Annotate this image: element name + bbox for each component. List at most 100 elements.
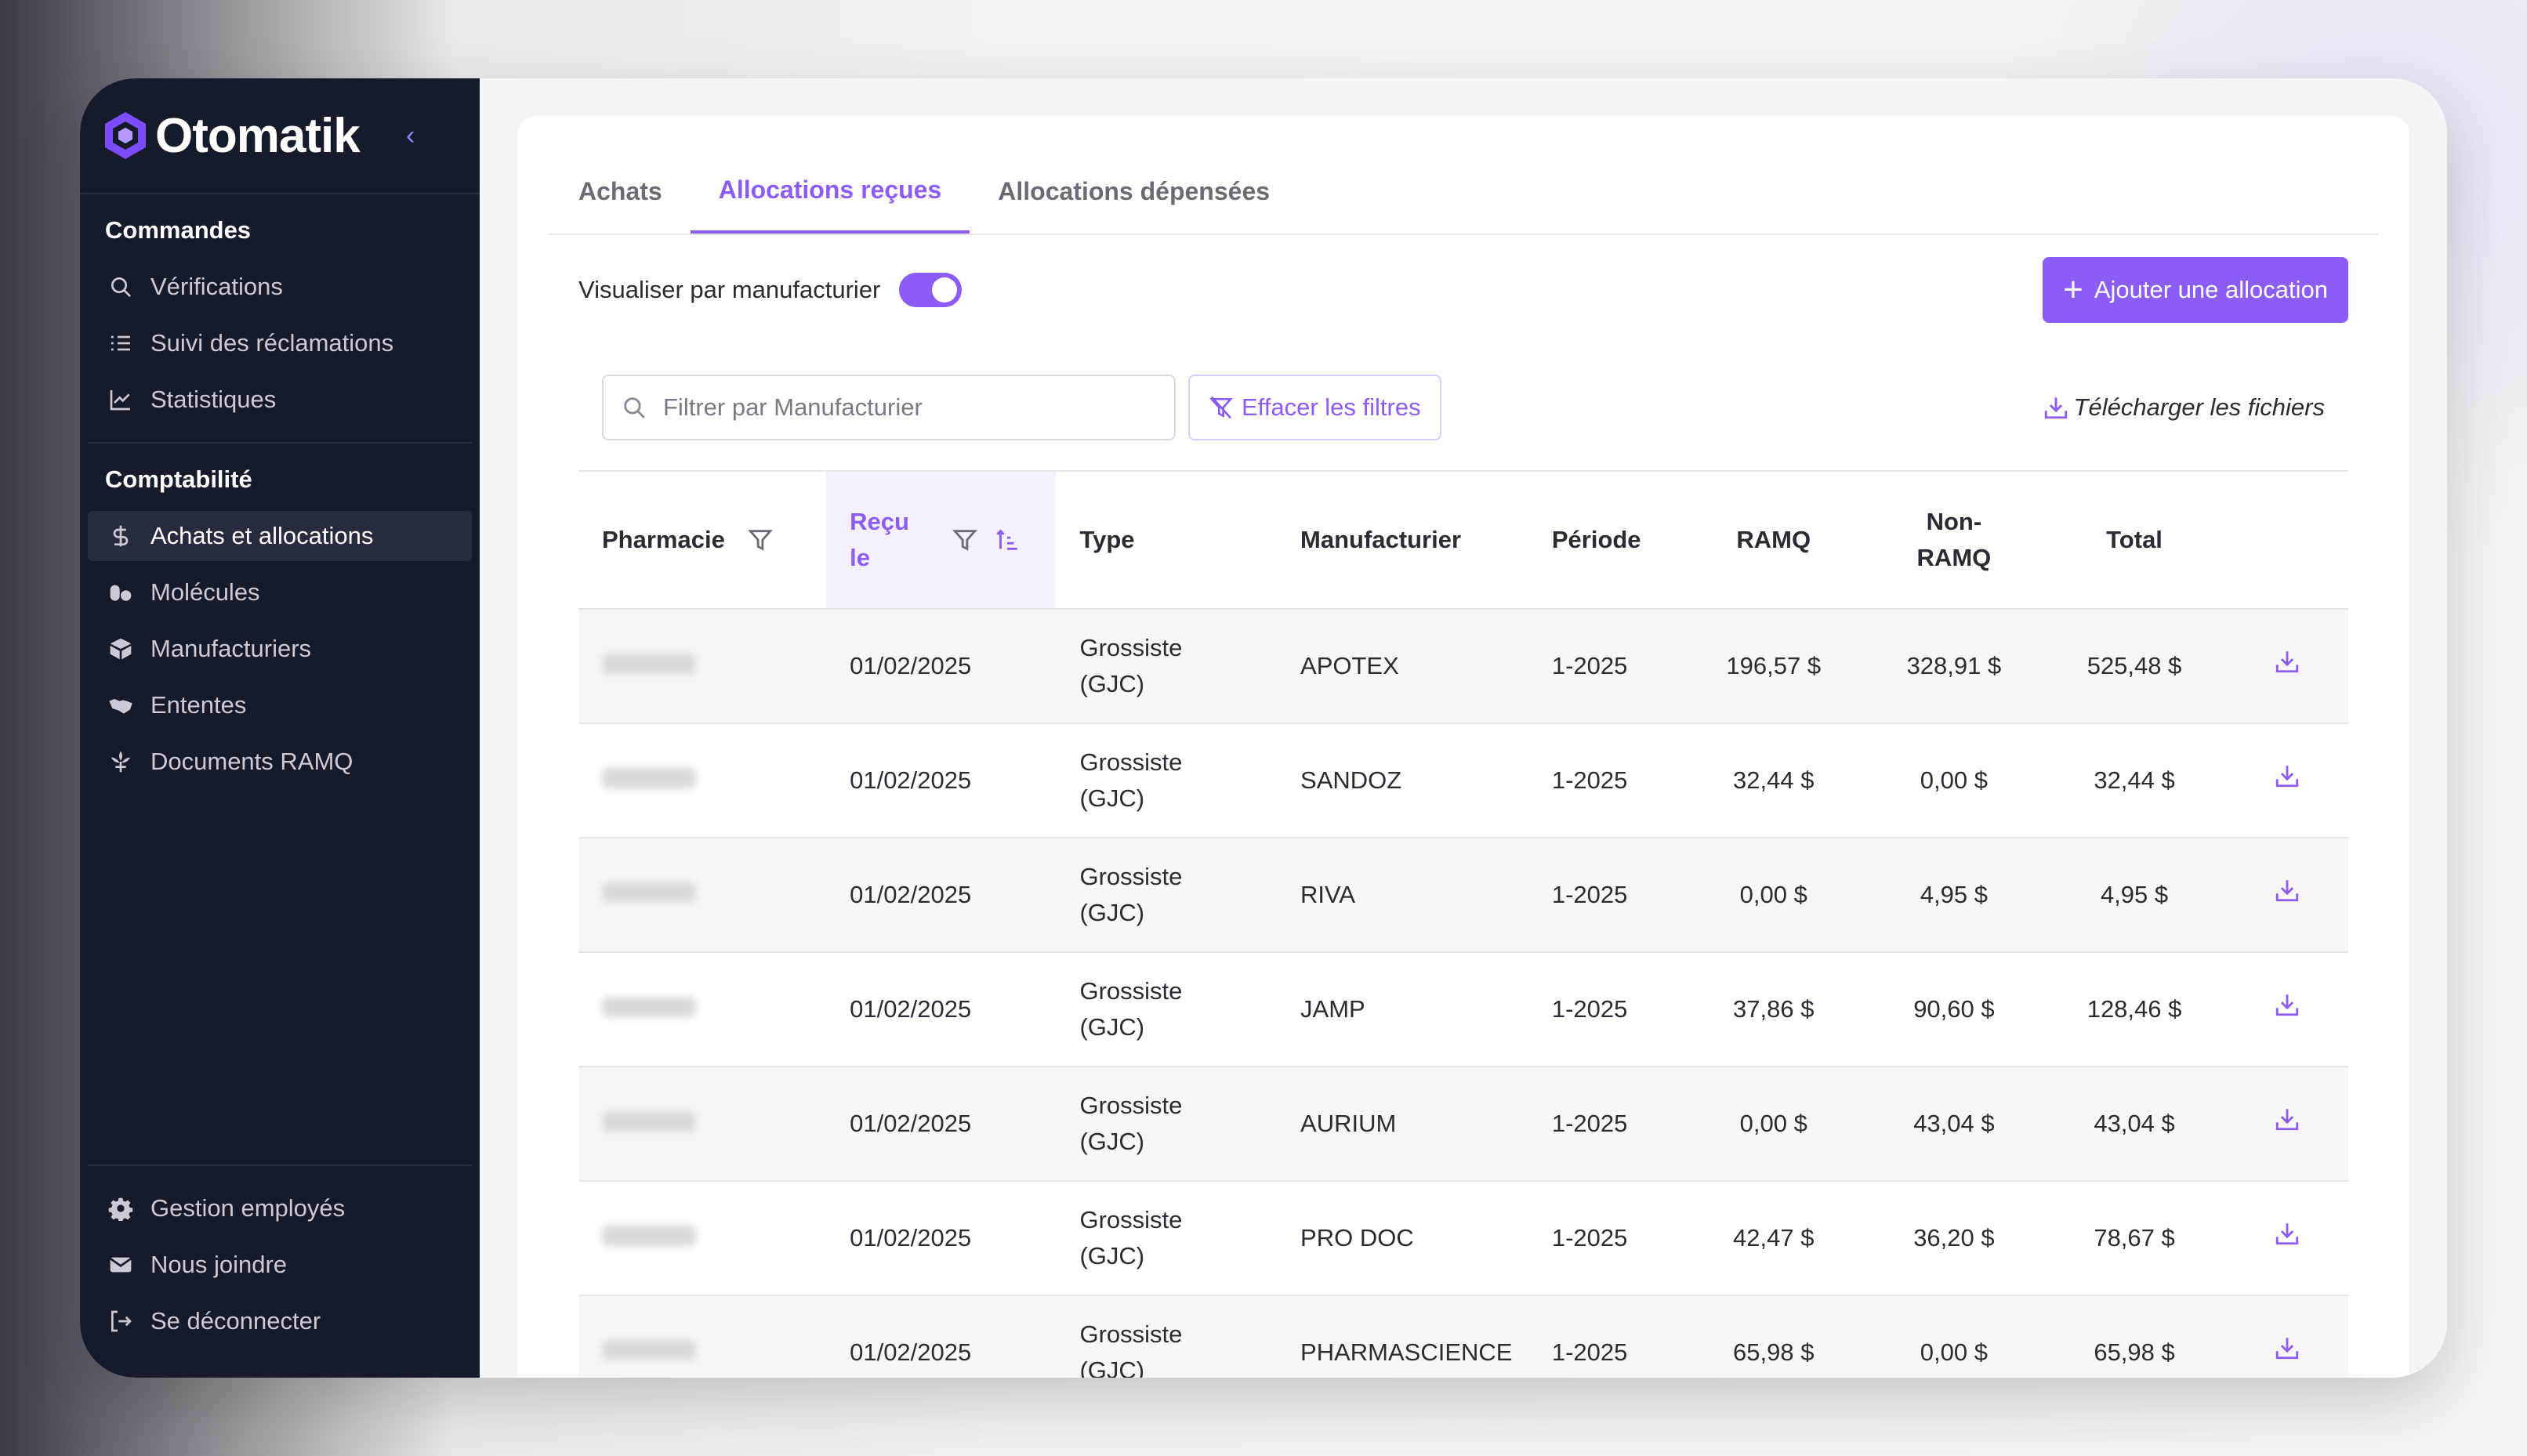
cell-manufacturier: AURIUM (1277, 1067, 1528, 1182)
table-row[interactable]: 01/02/2025 Grossiste (GJC) PRO DOC 1-2025 42… (578, 1181, 2348, 1296)
cell-actions (2225, 609, 2348, 724)
cell-pharmacie (578, 723, 827, 838)
redacted-pharmacy (602, 1340, 696, 1360)
brand-header: Otomatik ‹ (80, 78, 480, 194)
download-files-link[interactable]: Télécharger les fichiers (2043, 393, 2325, 422)
cell-recu-le: 01/02/2025 (826, 723, 1057, 838)
tab-achats[interactable]: Achats (578, 176, 662, 205)
cell-non-ramq: 328,91 $ (1864, 609, 2044, 724)
sort-ascending-icon[interactable] (994, 527, 1021, 553)
sidebar-item-label: Suivi des réclamations (150, 329, 394, 357)
cell-pharmacie (578, 952, 827, 1067)
table-row[interactable]: 01/02/2025 Grossiste (GJC) JAMP 1-2025 37,86… (578, 952, 2348, 1067)
cell-non-ramq: 0,00 $ (1864, 723, 2044, 838)
download-icon[interactable] (2274, 1337, 2300, 1367)
cell-actions (2225, 723, 2348, 838)
sidebar-item-statistiques[interactable]: Statistiques (88, 375, 472, 425)
cell-periode: 1-2025 (1528, 1067, 1683, 1182)
cell-periode: 1-2025 (1528, 1181, 1683, 1296)
download-icon[interactable] (2274, 1222, 2300, 1252)
cell-periode: 1-2025 (1528, 723, 1683, 838)
sidebar-item-label: Ententes (150, 691, 247, 719)
cell-total: 43,04 $ (2043, 1067, 2226, 1182)
cell-manufacturier: RIVA (1277, 838, 1528, 953)
cell-recu-le: 01/02/2025 (826, 838, 1057, 953)
cell-periode: 1-2025 (1528, 838, 1683, 953)
table-row[interactable]: 01/02/2025 Grossiste (GJC) APOTEX 1-2025 196… (578, 609, 2348, 724)
content-card: Achats Allocations reçues Allocations dé… (517, 116, 2409, 1378)
download-icon[interactable] (2274, 765, 2300, 795)
tab-allocations-depensees[interactable]: Allocations dépensées (998, 176, 1271, 205)
sidebar-item-nous-joindre[interactable]: Nous joindre (88, 1240, 472, 1290)
tab-bar: Achats Allocations reçues Allocations dé… (549, 116, 2378, 235)
cell-pharmacie (578, 609, 827, 724)
cell-periode: 1-2025 (1528, 952, 1683, 1067)
sidebar: Otomatik ‹ Commandes Vérifications Suivi… (80, 78, 480, 1378)
pills-icon (107, 578, 135, 607)
cell-periode: 1-2025 (1528, 1295, 1683, 1378)
download-icon[interactable] (2274, 1108, 2300, 1138)
section-title: Comptabilité (105, 465, 252, 493)
download-icon[interactable] (2274, 879, 2300, 909)
handshake-icon (107, 691, 135, 719)
tab-allocations-recues[interactable]: Allocations reçues (690, 149, 970, 234)
table-row[interactable]: 01/02/2025 Grossiste (GJC) SANDOZ 1-2025 32,… (578, 723, 2348, 838)
sidebar-item-deconnecter[interactable]: Se déconnecter (88, 1296, 472, 1346)
header-pharmacie: Pharmacie (578, 471, 827, 610)
brand-name: Otomatik (155, 108, 361, 163)
sidebar-section-commandes: Commandes Vérifications Suivi des réclam… (80, 194, 480, 431)
clear-filters-button[interactable]: Effacer les filtres (1188, 375, 1441, 440)
cell-total: 65,98 $ (2043, 1295, 2226, 1378)
sidebar-item-label: Achats et allocations (150, 522, 374, 549)
cell-recu-le: 01/02/2025 (826, 1295, 1057, 1378)
header-label: Pharmacie (602, 526, 725, 553)
cell-total: 525,48 $ (2043, 609, 2226, 724)
sidebar-item-label: Molécules (150, 578, 260, 606)
table-row[interactable]: 01/02/2025 Grossiste (GJC) PHARMASCIENCE 1-… (578, 1295, 2348, 1378)
sidebar-item-documents-ramq[interactable]: Documents RAMQ (88, 737, 472, 787)
cell-pharmacie (578, 838, 827, 953)
add-allocation-label: Ajouter une allocation (2094, 276, 2328, 303)
sidebar-item-ententes[interactable]: Ententes (88, 680, 472, 730)
table-row[interactable]: 01/02/2025 Grossiste (GJC) AURIUM 1-2025 0,0… (578, 1067, 2348, 1182)
add-allocation-button[interactable]: + Ajouter une allocation (2043, 257, 2348, 323)
cell-manufacturier: SANDOZ (1277, 723, 1528, 838)
cell-actions (2225, 1067, 2348, 1182)
table-body: 01/02/2025 Grossiste (GJC) APOTEX 1-2025 196… (578, 609, 2348, 1378)
search-field[interactable] (602, 375, 1176, 440)
cell-pharmacie (578, 1067, 827, 1182)
download-icon (2044, 397, 2067, 419)
sidebar-item-molecules[interactable]: Molécules (88, 567, 472, 618)
sidebar-item-verifications[interactable]: Vérifications (88, 262, 472, 312)
sidebar-item-gestion-employes[interactable]: Gestion employés (88, 1183, 472, 1233)
sidebar-item-manufacturiers[interactable]: Manufacturiers (88, 624, 472, 674)
download-files-label: Télécharger les fichiers (2073, 393, 2325, 421)
redacted-pharmacy (602, 768, 696, 788)
collapse-sidebar-button[interactable]: ‹ (406, 120, 415, 150)
header-periode: Période (1528, 471, 1683, 610)
sidebar-item-reclamations[interactable]: Suivi des réclamations (88, 318, 472, 368)
cell-actions (2225, 838, 2348, 953)
header-type: Type (1056, 471, 1278, 610)
download-icon[interactable] (2274, 650, 2300, 680)
allocations-table: Pharmacie Reçu le Type Ma (578, 470, 2348, 1378)
header-recu-le[interactable]: Reçu le (826, 471, 1057, 610)
sidebar-item-achats-allocations[interactable]: Achats et allocations (88, 511, 472, 561)
cell-type: Grossiste (GJC) (1056, 952, 1278, 1067)
filter-clear-icon (1209, 396, 1233, 419)
cell-actions (2225, 1181, 2348, 1296)
cell-manufacturier: PRO DOC (1277, 1181, 1528, 1296)
filter-icon[interactable] (952, 527, 978, 553)
cell-non-ramq: 90,60 $ (1864, 952, 2044, 1067)
type-text: Grossiste (GJC) (1079, 1320, 1183, 1378)
sidebar-footer: Gestion employés Nous joindre Se déconne… (80, 1154, 480, 1378)
filter-icon[interactable] (747, 527, 774, 553)
download-icon[interactable] (2274, 994, 2300, 1023)
cell-ramq: 32,44 $ (1682, 723, 1865, 838)
cell-ramq: 0,00 $ (1682, 1067, 1865, 1182)
chart-icon (107, 386, 135, 414)
table-row[interactable]: 01/02/2025 Grossiste (GJC) RIVA 1-2025 0,00 … (578, 838, 2348, 953)
app-window: Otomatik ‹ Commandes Vérifications Suivi… (80, 78, 2447, 1378)
search-input[interactable] (663, 393, 1133, 422)
manufacturer-view-toggle[interactable] (899, 273, 963, 307)
